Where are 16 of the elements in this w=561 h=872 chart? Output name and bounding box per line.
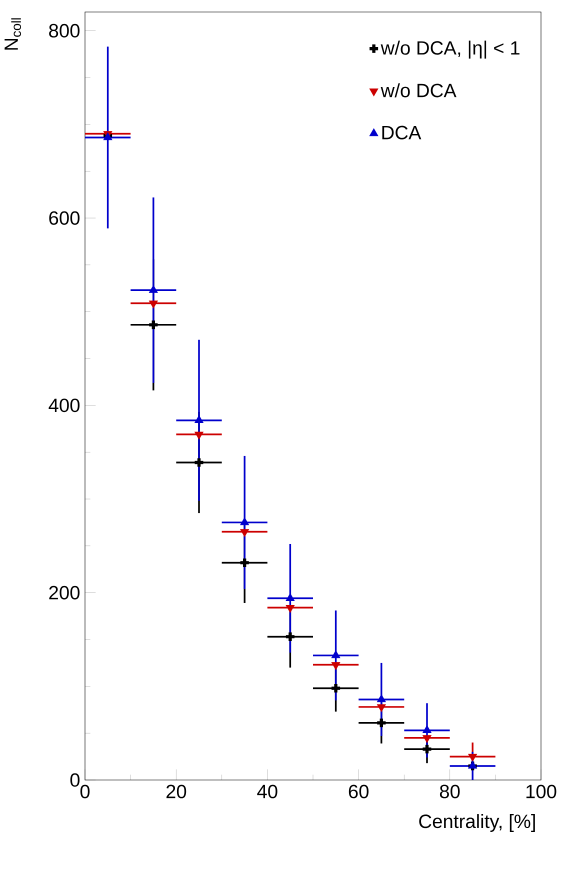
y-tick-label: 0 [70, 773, 80, 787]
x-tick-label: 20 [166, 784, 186, 798]
y-tick-label: 600 [49, 211, 80, 225]
x-tick-label: 100 [526, 784, 556, 798]
x-tick-label: 60 [348, 784, 368, 798]
legend-label: w/o DCA [380, 83, 456, 98]
y-tick-label: 800 [48, 24, 80, 38]
y-tick-label: 200 [49, 586, 80, 600]
legend-label: w/o DCA, |η| < 1 [380, 40, 520, 59]
x-axis-title: Centrality, [%] [418, 814, 535, 832]
x-tick-label: 80 [440, 784, 460, 798]
x-tick-label: 0 [80, 784, 90, 798]
y-axis-title: N$_{coll}$ [4, 18, 21, 50]
legend-label: DCA [382, 126, 422, 140]
x-tick-label: 40 [256, 784, 278, 798]
y-tick-label: 400 [48, 398, 80, 412]
